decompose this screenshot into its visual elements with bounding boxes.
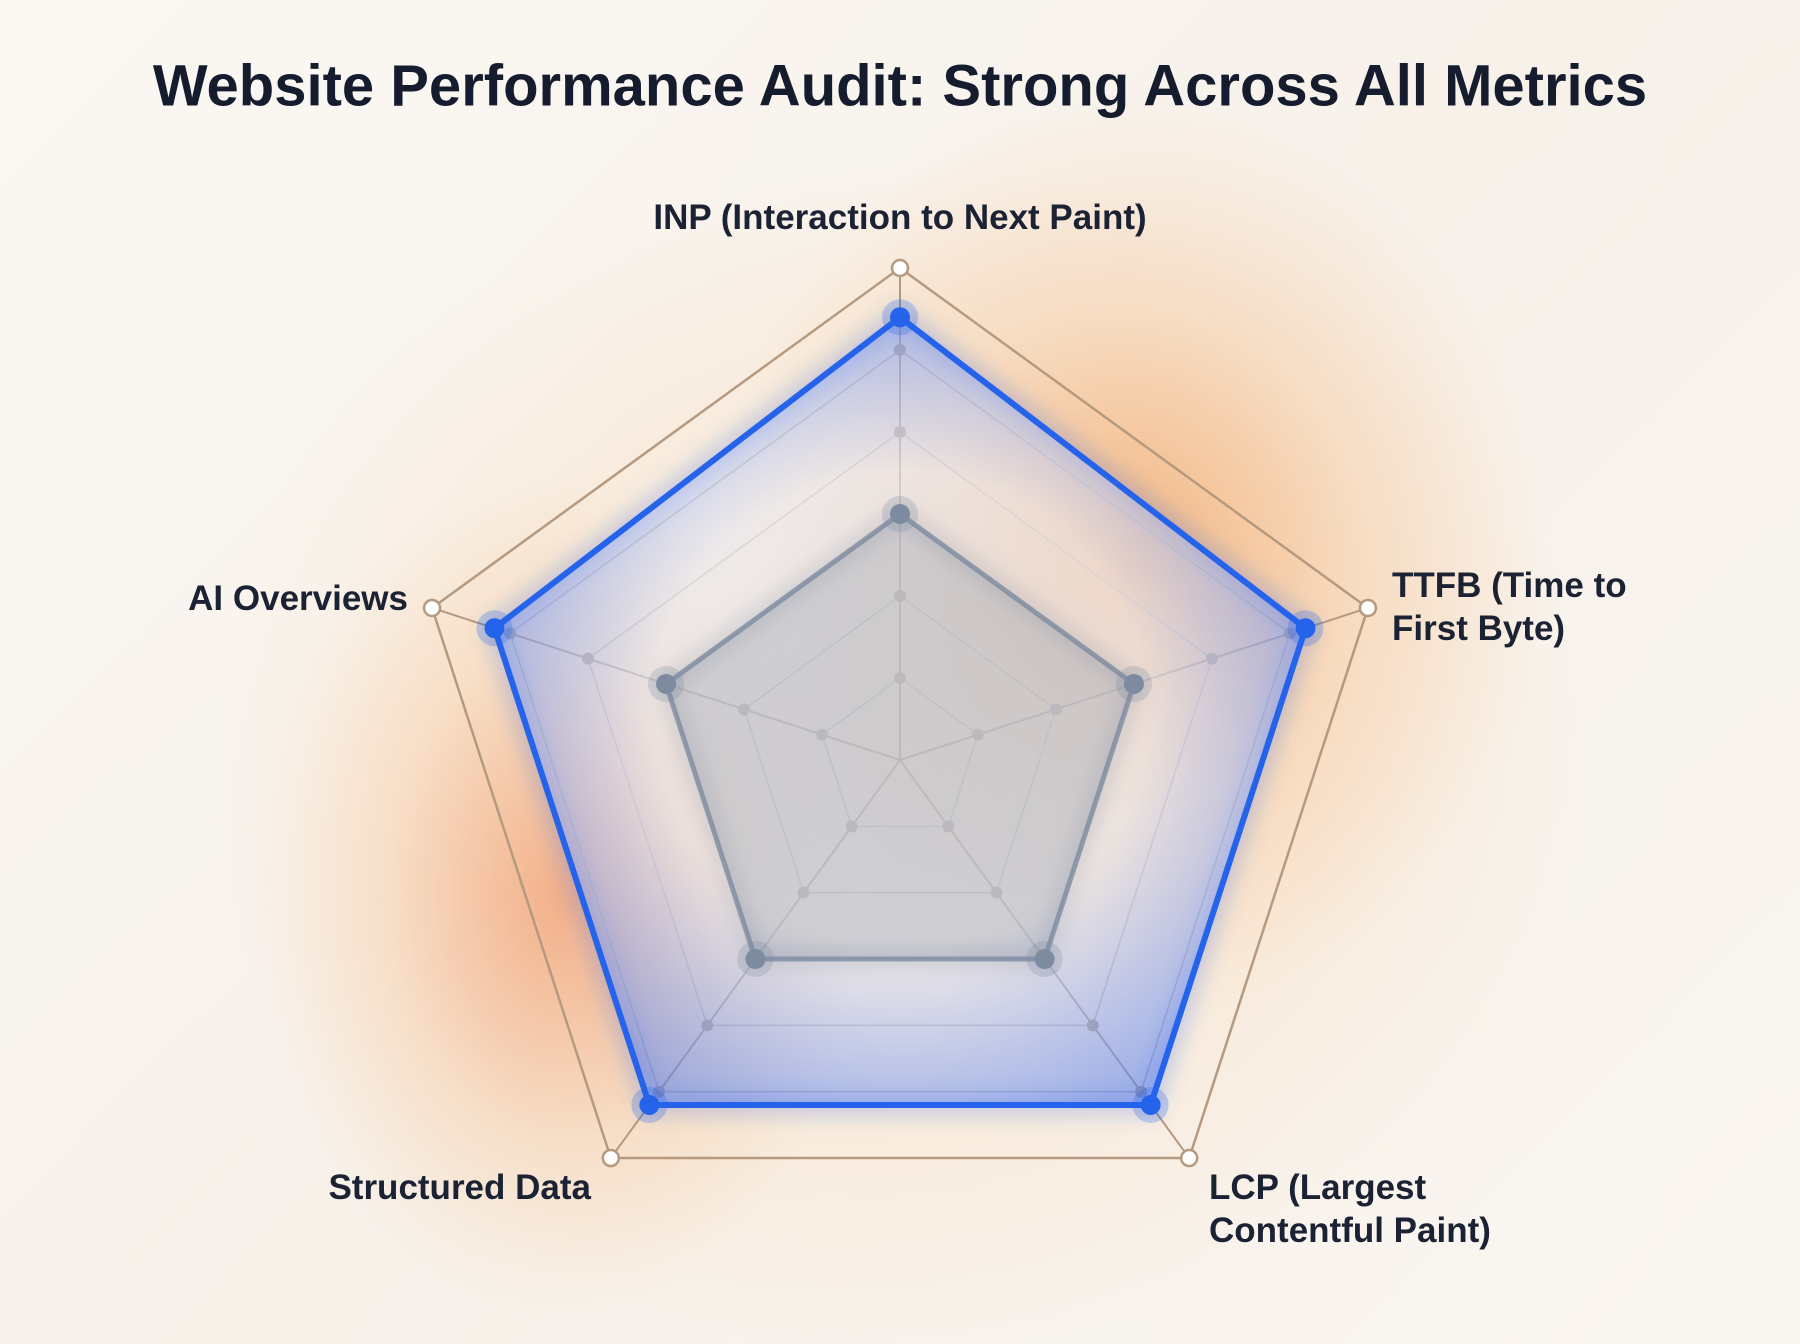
point	[639, 1094, 660, 1115]
category-label: Structured Data	[328, 1168, 591, 1207]
point	[1123, 673, 1144, 694]
category-label: INP (Interaction to Next Paint)	[653, 198, 1147, 237]
grid-dot	[422, 598, 442, 618]
category-label: AI Overviews	[188, 579, 408, 618]
grid-ring	[430, 266, 1370, 1160]
point	[745, 949, 766, 970]
category-label: TTFB (Time to First Byte)	[1392, 566, 1627, 648]
series-area	[663, 511, 1137, 962]
point	[890, 307, 910, 328]
series-area	[491, 314, 1309, 1108]
point	[1140, 1094, 1161, 1115]
grid-dot	[1358, 598, 1378, 618]
point	[1034, 949, 1055, 970]
grid-dot	[1179, 1148, 1199, 1168]
point	[1295, 618, 1316, 639]
point	[656, 673, 677, 694]
chart-title: Website Performance Audit: Strong Across…	[153, 53, 1647, 118]
category-label: LCP (Largest Contentful Paint)	[1209, 1168, 1491, 1250]
grid-dot	[601, 1148, 621, 1168]
point	[484, 618, 505, 639]
point	[890, 504, 910, 524]
grid-dot	[890, 258, 910, 278]
